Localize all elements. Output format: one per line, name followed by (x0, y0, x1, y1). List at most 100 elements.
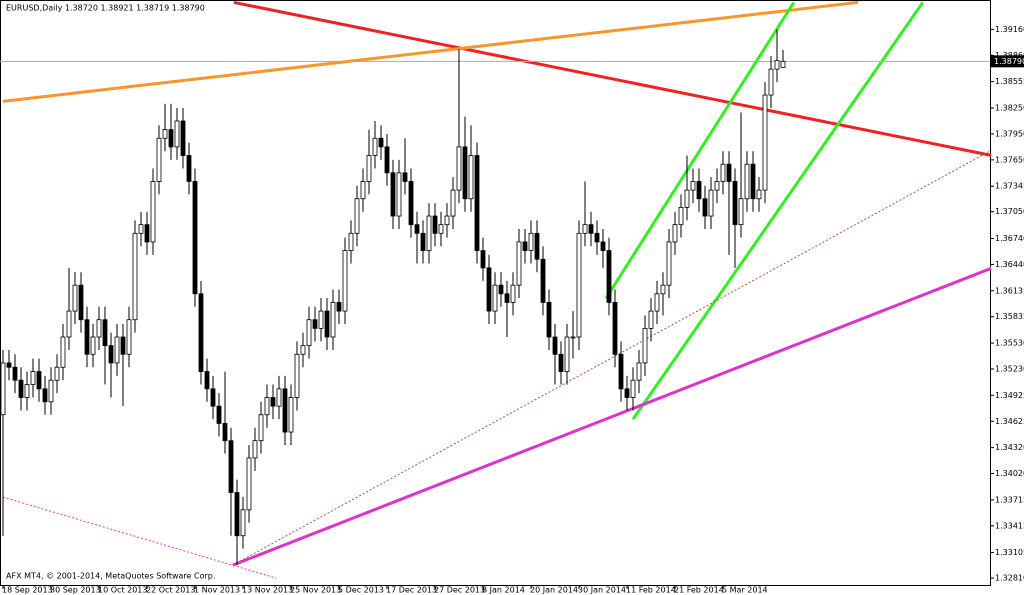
candle-body (354, 198, 360, 234)
candle-body (228, 440, 234, 493)
candle-body (6, 362, 12, 368)
candle-body (408, 181, 414, 226)
candle-body (672, 224, 678, 243)
candle-body (714, 181, 720, 191)
candle-body (426, 215, 432, 251)
y-tick-label: 1.38250 (995, 104, 1024, 113)
candle-body (360, 181, 366, 200)
y-tick-label: 1.36740 (995, 234, 1024, 243)
candle-body (552, 336, 558, 355)
y-tick-label: 1.36440 (995, 260, 1024, 269)
candle-body (546, 302, 552, 338)
candle-body (678, 206, 684, 226)
candle-body (216, 405, 222, 424)
x-tick-label: 5 Dec 2013 (338, 586, 384, 595)
x-tick-label: 5 Mar 2014 (722, 586, 768, 595)
candle-body (114, 336, 120, 364)
y-tick-label: 1.39160 (995, 25, 1024, 34)
candle-body (420, 232, 426, 251)
candle-body (492, 284, 498, 312)
candle-body (666, 241, 672, 286)
candle-body (390, 172, 396, 217)
candle-body (462, 146, 468, 200)
candle-body (78, 284, 84, 321)
y-tick-label: 1.36135 (995, 286, 1024, 295)
candle-body (30, 371, 36, 385)
candle-body (588, 224, 594, 234)
candle-body (450, 189, 456, 217)
trend-line (631, 1, 925, 421)
y-tick-label: 1.33715 (995, 495, 1024, 504)
candle-body (222, 423, 228, 442)
candle-body (498, 284, 504, 295)
candle-body (456, 146, 462, 191)
candle-body (282, 388, 288, 433)
candle-body (474, 155, 480, 251)
x-tick-label: 1 Nov 2013 (194, 586, 240, 595)
current-price-box (991, 55, 1024, 68)
x-tick-label: 17 Dec 2013 (386, 586, 437, 595)
candle-body (582, 224, 588, 234)
candle-body (726, 163, 732, 182)
candle-body (468, 155, 474, 200)
y-tick-label: 1.33105 (995, 548, 1024, 557)
trend-line (232, 149, 992, 566)
candle-body (624, 388, 630, 398)
candle-body (168, 129, 174, 148)
candle-body (744, 163, 750, 200)
candle-body (480, 250, 486, 269)
y-tick-label: 1.38860 (995, 51, 1024, 60)
candle-body (540, 258, 546, 303)
candle-body (570, 336, 576, 339)
candle-body (300, 345, 306, 355)
x-tick-label: 13 Nov 2013 (242, 586, 293, 595)
candle-body (564, 336, 570, 372)
candle-body (510, 284, 516, 303)
candle-body (774, 60, 780, 70)
y-tick-label: 1.37345 (995, 182, 1024, 191)
candle-body (12, 366, 18, 381)
current-price-label: 1.38790 (994, 57, 1024, 66)
y-tick-label: 1.37650 (995, 155, 1024, 164)
candle-body (288, 397, 294, 433)
candle-body (318, 310, 324, 329)
x-tick-label: 25 Nov 2013 (290, 586, 341, 595)
x-tick-label: 30 Sep 2013 (50, 586, 101, 595)
trend-line (2, 496, 277, 579)
candle-body (528, 232, 534, 251)
candle-body (258, 414, 264, 442)
plot-area (0, 0, 992, 579)
candle-body (336, 302, 342, 312)
trend-line (2, 0, 859, 103)
candle-body (522, 241, 528, 251)
y-tick-label: 1.32810 (995, 574, 1024, 583)
trend-line (232, 266, 992, 567)
candle-body (504, 293, 510, 303)
x-tick-label: 11 Feb 2014 (626, 586, 676, 595)
y-tick-label: 1.34020 (995, 469, 1024, 478)
candle-body (210, 388, 216, 407)
candle-body (396, 172, 402, 217)
candle-body (732, 181, 738, 226)
candle-body (708, 189, 714, 217)
candle-body (150, 181, 156, 243)
candle-body (198, 293, 204, 372)
candle-body (174, 120, 180, 148)
y-tick-label: 1.33415 (995, 521, 1024, 530)
x-tick-label: 8 Jan 2014 (482, 586, 525, 595)
y-tick-label: 1.34925 (995, 391, 1024, 400)
candle-body (306, 319, 312, 347)
candle-body (348, 232, 354, 251)
candle-body (768, 68, 774, 96)
candle-body (612, 302, 618, 355)
candle-body (186, 155, 192, 182)
candle-body (330, 302, 336, 338)
y-tick-label: 1.35530 (995, 339, 1024, 348)
candle-body (126, 319, 132, 355)
candle-body (42, 388, 48, 403)
candle-body (48, 379, 54, 403)
x-tick-label: 21 Feb 2014 (674, 586, 724, 595)
candle-body (780, 60, 786, 68)
candle-body (606, 250, 612, 303)
candle-body (660, 284, 666, 295)
